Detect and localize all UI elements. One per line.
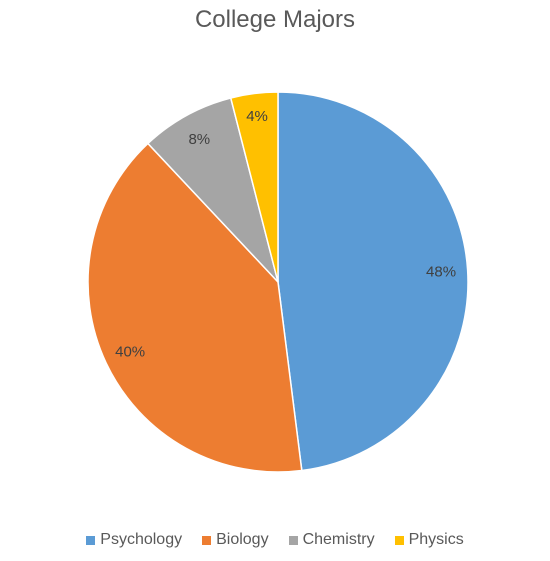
legend-item-psychology: Psychology [86, 531, 182, 549]
slice-chemistry [146, 97, 279, 283]
legend: Psychology Biology Chemistry Physics [0, 531, 550, 549]
legend-label-biology: Biology [216, 531, 269, 548]
legend-swatch-psychology [86, 535, 96, 545]
slice-physics [229, 91, 279, 283]
slice-psychology [277, 91, 469, 472]
legend-item-physics: Physics [394, 531, 464, 549]
legend-swatch-chemistry [288, 535, 298, 545]
legend-item-chemistry: Chemistry [288, 531, 375, 549]
slice-biology [87, 142, 303, 473]
legend-item-biology: Biology [202, 531, 269, 549]
data-label-physics: 4% [246, 108, 268, 125]
data-label-chemistry: 8% [188, 131, 210, 148]
legend-swatch-biology [202, 535, 212, 545]
legend-label-chemistry: Chemistry [302, 531, 375, 548]
data-label-biology: 40% [115, 344, 145, 361]
legend-label-physics: Physics [408, 531, 464, 548]
chart-title: College Majors [194, 6, 356, 33]
legend-label-psychology: Psychology [100, 531, 183, 548]
data-label-psychology: 48% [426, 264, 456, 281]
legend-swatch-physics [394, 535, 404, 545]
